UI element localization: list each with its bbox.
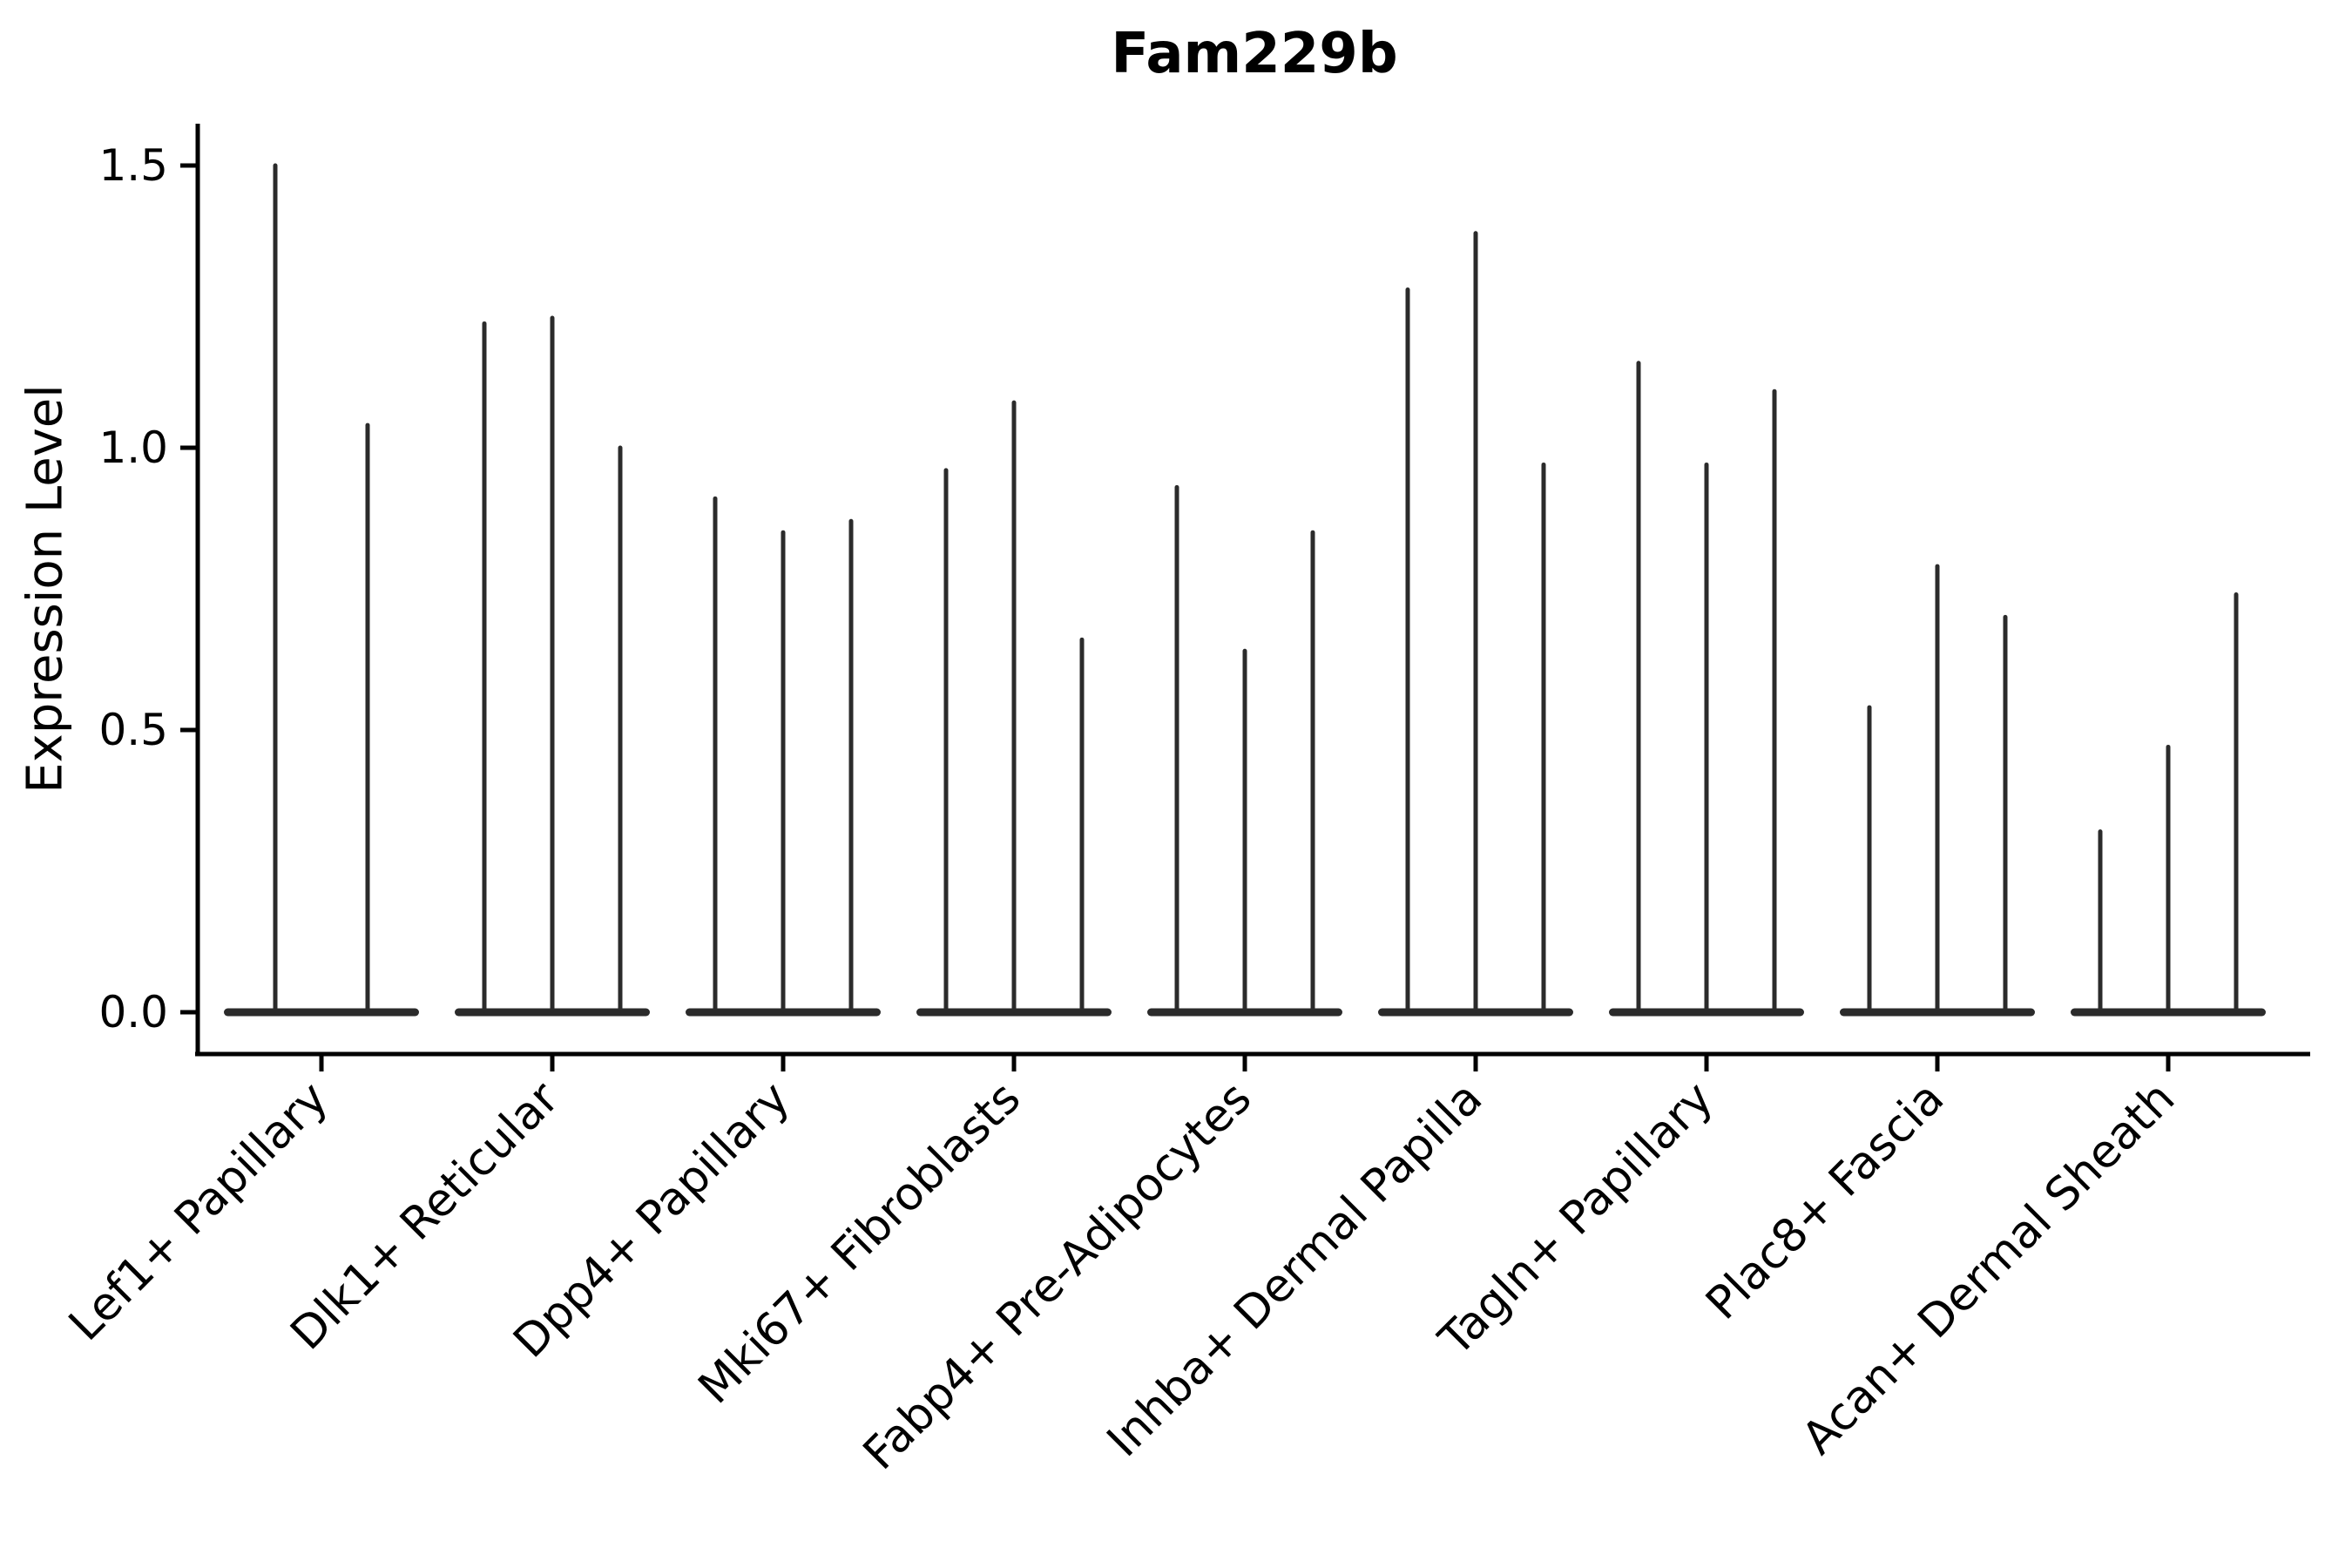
violin-baseline bbox=[224, 1008, 419, 1017]
y-axis-label: Expression Level bbox=[17, 384, 74, 794]
y-tick-label: 1.5 bbox=[98, 140, 168, 191]
y-tick-label: 1.0 bbox=[98, 422, 168, 473]
chart-title: Fam229b bbox=[1111, 22, 1398, 86]
x-tick-label: Plac8+ Fascia bbox=[1696, 1072, 1954, 1330]
x-tick-label: Inhba+ Dermal Papilla bbox=[1098, 1072, 1492, 1467]
x-tick-label: Acan+ Dermal Sheath bbox=[1793, 1072, 2186, 1465]
x-tick-label: Fabp4+ Pre-Adipocytes bbox=[854, 1072, 1261, 1480]
y-tick-label: 0.0 bbox=[98, 987, 168, 1037]
y-tick-label: 0.5 bbox=[98, 705, 168, 755]
